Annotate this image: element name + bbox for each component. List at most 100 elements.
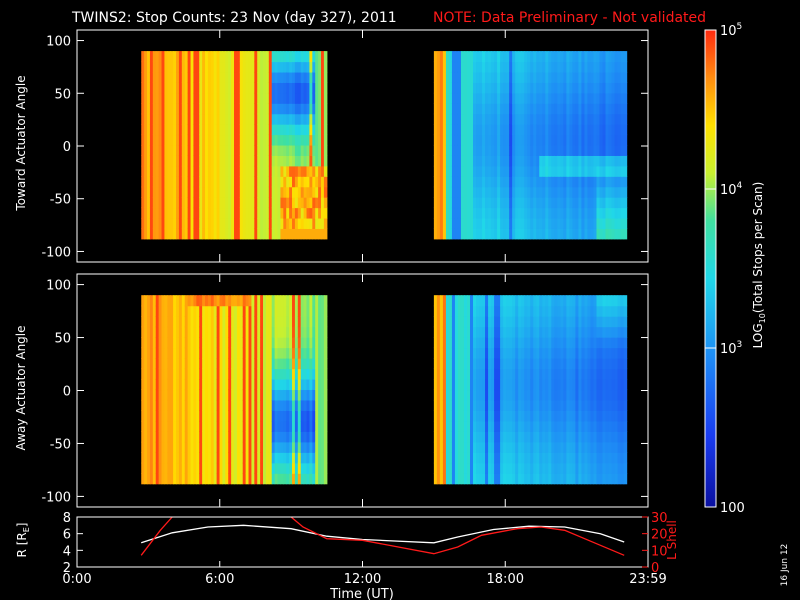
heatmap-cell: [500, 207, 504, 219]
heatmap-cell: [439, 113, 444, 125]
heatmap-cell: [557, 368, 561, 380]
heatmap-cell: [590, 295, 595, 307]
heatmap-cell: [184, 316, 189, 328]
heatmap-cell: [216, 347, 221, 359]
heatmap-cell: [620, 368, 625, 380]
heatmap-cell: [315, 410, 319, 422]
heatmap-cell: [309, 134, 313, 146]
heatmap-cell: [242, 124, 247, 136]
heatmap-cell: [548, 82, 552, 94]
heatmap-cell: [515, 305, 519, 317]
heatmap-cell: [491, 197, 495, 209]
heatmap-cell: [611, 124, 616, 136]
heatmap-cell: [260, 368, 264, 380]
heatmap-cell: [173, 337, 177, 349]
heatmap-cell: [527, 347, 531, 359]
heatmap-cell: [257, 92, 261, 104]
heatmap-cell: [485, 305, 489, 317]
heatmap-cell: [578, 389, 583, 401]
heatmap-cell: [205, 316, 209, 328]
heatmap-cell: [260, 420, 264, 432]
heatmap-cell: [152, 134, 157, 146]
heatmap-cell: [569, 165, 573, 177]
heatmap-cell: [164, 51, 168, 63]
heatmap-cell: [485, 186, 489, 198]
heatmap-cell: [590, 51, 595, 63]
heatmap-cell: [234, 452, 238, 464]
heatmap-cell: [294, 295, 299, 307]
heatmap-cell: [283, 113, 287, 125]
heatmap-cell: [494, 420, 498, 432]
heatmap-cell: [445, 305, 450, 317]
heatmap-cell: [161, 295, 166, 307]
heatmap-cell: [210, 113, 215, 125]
heatmap-cell: [286, 399, 290, 411]
heatmap-cell: [548, 326, 552, 338]
heatmap-cell: [289, 155, 293, 167]
heatmap-cell: [463, 462, 468, 474]
heatmap-cell: [161, 378, 166, 391]
heatmap-cell: [254, 316, 258, 328]
heatmap-cell: [536, 431, 540, 443]
heatmap-cell: [257, 389, 261, 401]
heatmap-cell: [309, 337, 313, 349]
heatmap-cell: [587, 176, 592, 188]
heatmap-cell: [560, 295, 564, 307]
heatmap-cell: [593, 165, 598, 177]
heatmap-cell: [245, 441, 250, 453]
heatmap-cell: [569, 155, 573, 167]
heatmap-cell: [315, 368, 319, 380]
heatmap-cell: [242, 134, 247, 146]
heatmap-cell: [518, 176, 522, 188]
heatmap-cell: [164, 389, 168, 401]
heatmap-cell: [527, 337, 531, 349]
heatmap-cell: [202, 389, 206, 401]
heatmap-cell: [300, 103, 305, 115]
heatmap-cell: [152, 378, 157, 391]
heatmap-cell: [575, 462, 580, 474]
heatmap-cell: [611, 316, 616, 328]
heatmap-cell: [551, 71, 555, 83]
heatmap-cell: [199, 197, 203, 209]
heatmap-cell: [170, 452, 174, 464]
heatmap-cell: [509, 197, 513, 209]
heatmap-cell: [315, 144, 319, 156]
heatmap-cell: [280, 378, 284, 391]
heatmap-cell: [251, 144, 255, 156]
heatmap-cell: [297, 462, 302, 474]
heatmap-cell: [602, 124, 607, 136]
heatmap-cell: [518, 61, 522, 73]
heatmap-cell: [202, 113, 206, 125]
heatmap-cell: [323, 124, 328, 136]
heatmap-cell: [596, 473, 601, 485]
heatmap-cell: [554, 347, 558, 359]
heatmap-cell: [300, 358, 305, 370]
heatmap-cell: [473, 113, 477, 125]
heatmap-cell: [248, 228, 253, 240]
heatmap-cell: [234, 207, 238, 219]
heatmap-cell: [306, 103, 311, 115]
heatmap-cell: [623, 134, 628, 146]
heatmap-cell: [312, 305, 316, 317]
heatmap-cell: [158, 186, 163, 198]
heatmap-cell: [488, 71, 492, 83]
heatmap-cell: [614, 326, 619, 338]
heatmap-cell: [530, 134, 534, 146]
heatmap-cell: [222, 347, 226, 359]
heatmap-cell: [442, 452, 447, 464]
heatmap-cell: [545, 92, 549, 104]
heatmap-cell: [176, 103, 180, 115]
heatmap-cell: [173, 92, 177, 104]
heatmap-cell: [321, 389, 325, 401]
heatmap-cell: [152, 92, 157, 104]
heatmap-cell: [300, 441, 305, 453]
heatmap-cell: [193, 165, 197, 177]
heatmap-cell: [448, 462, 453, 474]
heatmap-cell: [289, 186, 293, 198]
heatmap-cell: [254, 295, 258, 307]
heatmap-cell: [251, 295, 255, 307]
heatmap-cell: [251, 124, 255, 136]
heatmap-cell: [439, 82, 444, 94]
heatmap-cell: [178, 155, 183, 167]
heatmap-cell: [473, 326, 477, 338]
